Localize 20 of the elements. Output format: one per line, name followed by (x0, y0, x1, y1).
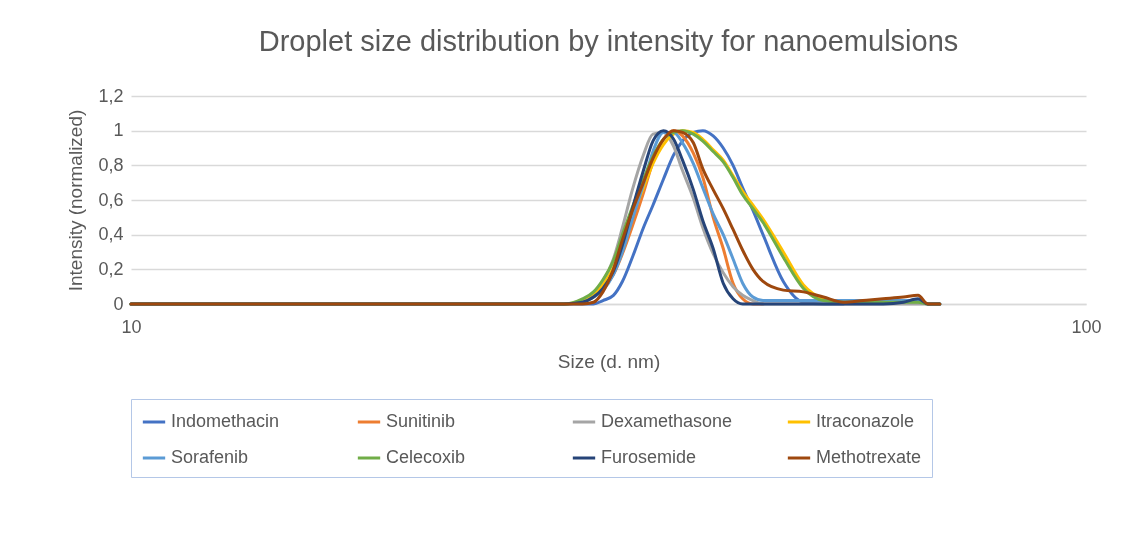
x-axis-title: Size (d. nm) (557, 350, 661, 372)
legend-label: Celecoxib (386, 447, 466, 467)
legend-label: Indomethacin (171, 411, 280, 431)
x-tick-label: 10 (121, 316, 142, 337)
legend-label: Sunitinib (386, 411, 456, 431)
y-tick-label: 0,4 (98, 224, 124, 245)
y-tick-label: 0,8 (98, 154, 124, 175)
y-tick-label: 1 (113, 120, 124, 141)
y-tick-label: 1,2 (98, 85, 124, 106)
legend-label: Sorafenib (171, 447, 249, 467)
y-tick-label: 0 (113, 293, 124, 314)
legend-label: Itraconazole (816, 411, 915, 431)
legend-label: Furosemide (601, 447, 697, 467)
y-axis-title: Intensity (normalized) (65, 109, 87, 292)
y-tick-label: 0,6 (98, 189, 124, 210)
chart-title: Droplet size distribution by intensity for nanoemulsions (258, 25, 959, 57)
y-tick-label: 0,2 (98, 258, 124, 279)
legend-label: Methotrexate (816, 447, 922, 467)
legend-label: Dexamethasone (601, 411, 733, 431)
x-tick-label: 100 (1071, 316, 1102, 337)
